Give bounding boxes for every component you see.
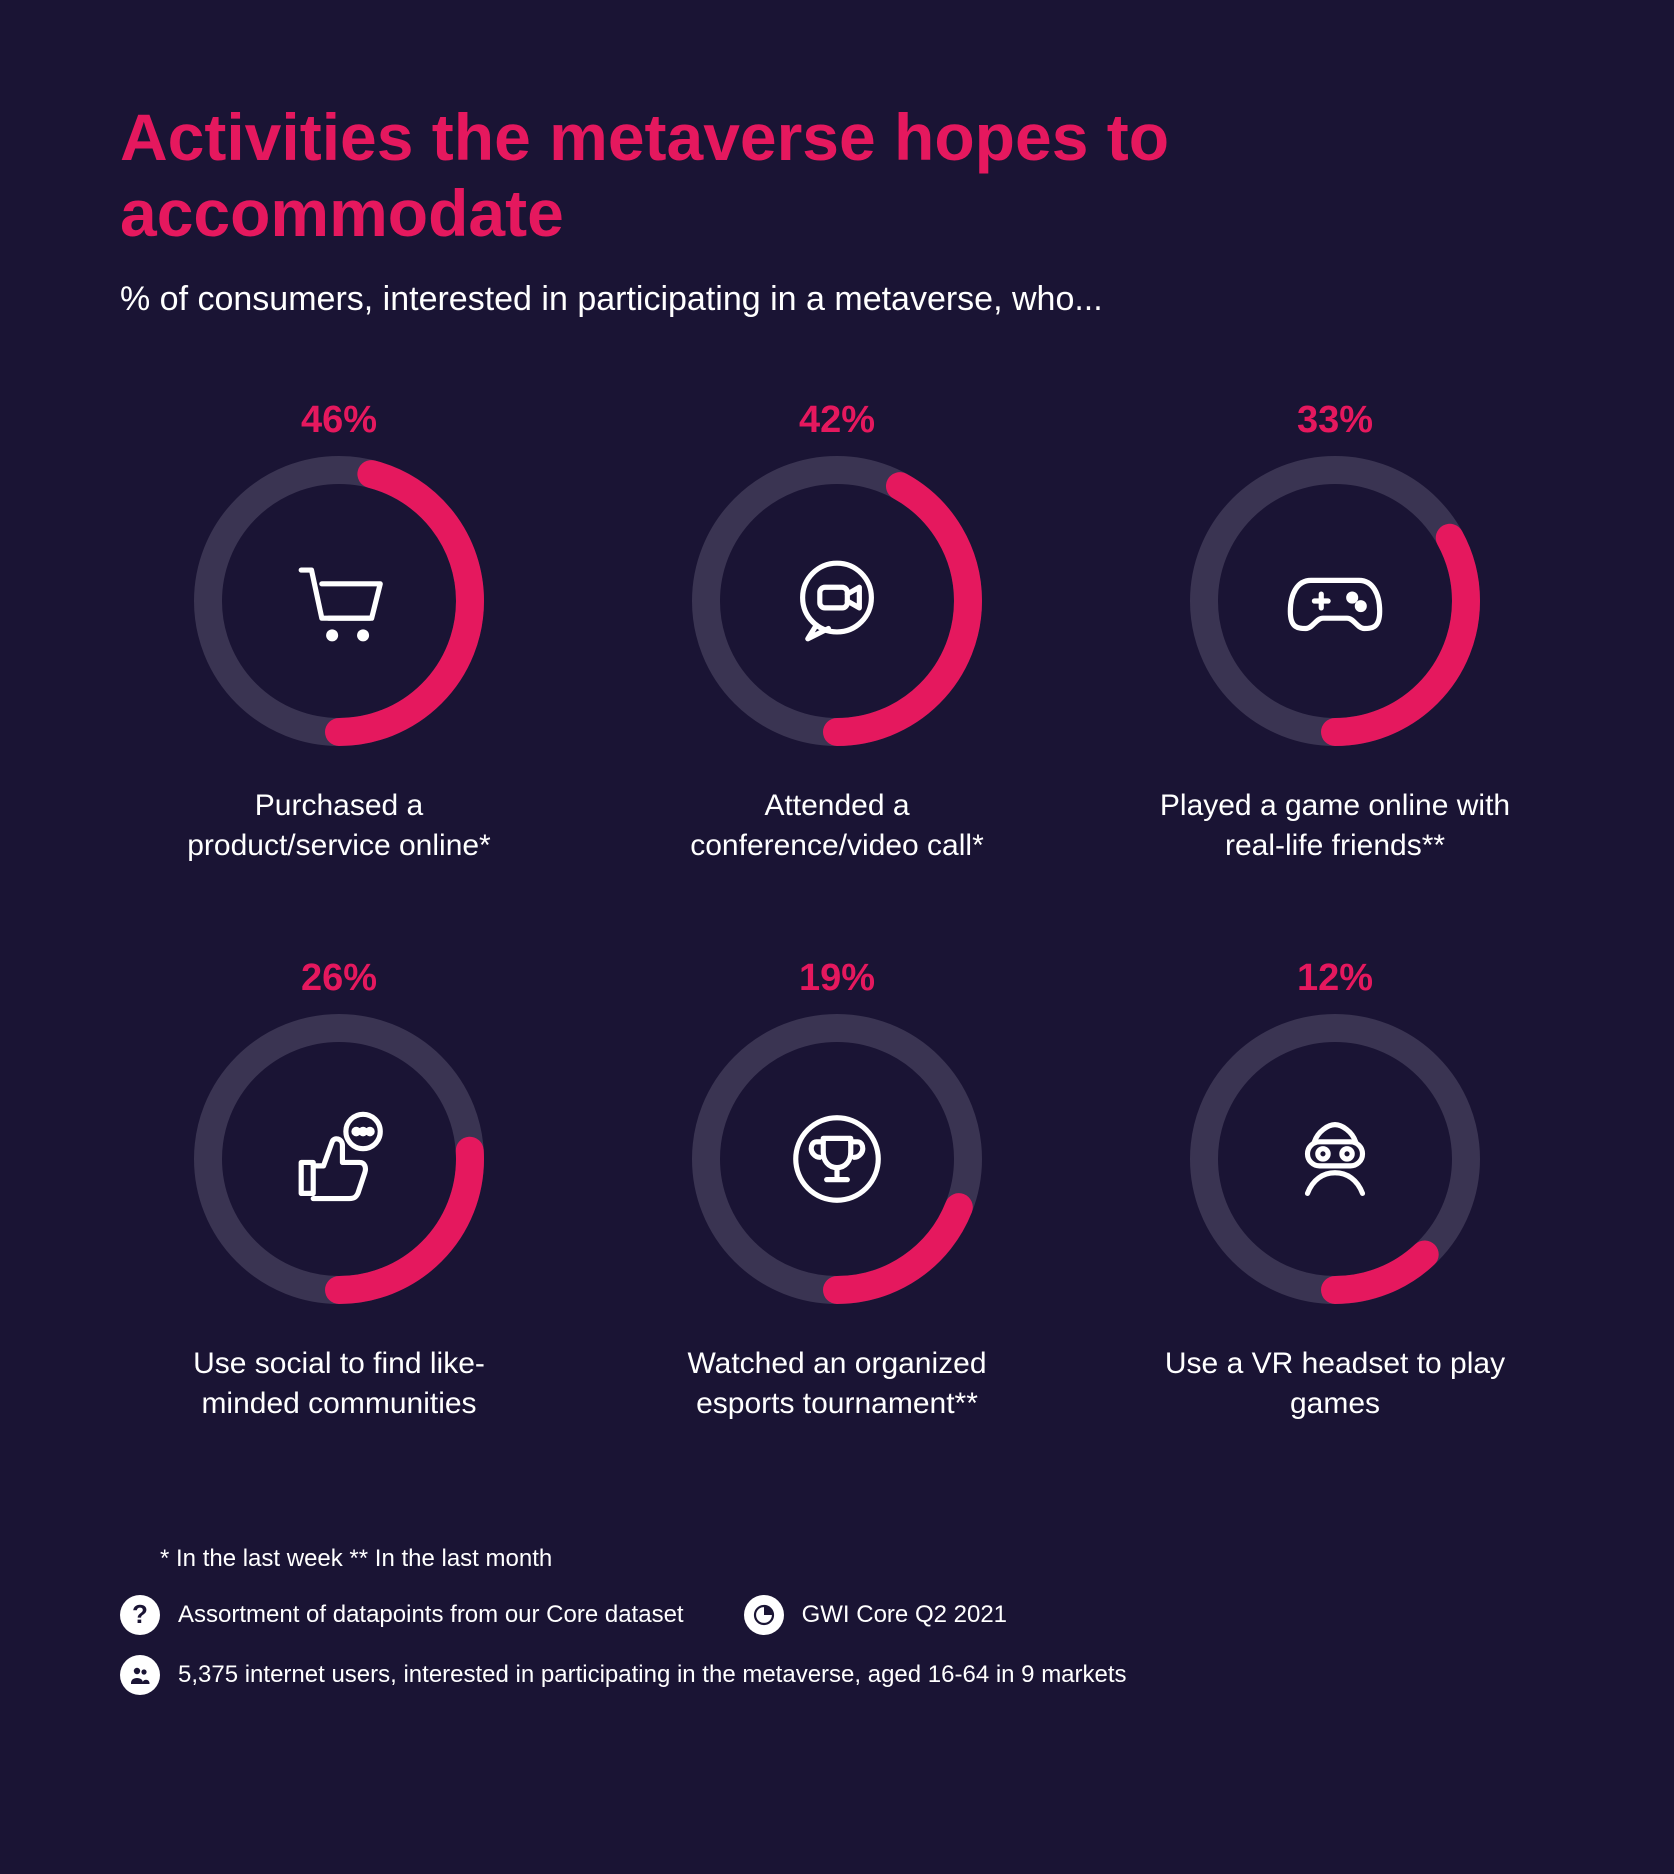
footnotes: * In the last week ** In the last month …	[120, 1545, 1554, 1695]
donut-item: 42% Attended a conference/video call*	[618, 399, 1056, 867]
thumbschat-icon	[284, 1104, 394, 1214]
donut-item: 33% Played a game online with real-life …	[1116, 399, 1554, 867]
donut-ring	[194, 1014, 484, 1304]
footnote-source: GWI Core Q2 2021	[802, 1601, 1007, 1629]
source-icon	[744, 1595, 784, 1635]
cart-icon	[284, 546, 394, 656]
footnote-timeframe: * In the last week ** In the last month	[120, 1545, 1554, 1573]
base-icon	[120, 1655, 160, 1695]
donut-label: Use social to find like-minded communiti…	[159, 1344, 519, 1425]
donut-label: Use a VR headset to play games	[1155, 1344, 1515, 1425]
vr-icon	[1280, 1104, 1390, 1214]
donut-item: 19% Watched an organized esports tournam…	[618, 957, 1056, 1425]
donut-label: Attended a conference/video call*	[657, 786, 1017, 867]
donut-ring	[1190, 456, 1480, 746]
trophy-icon	[782, 1104, 892, 1214]
footnote-base: 5,375 internet users, interested in part…	[178, 1661, 1127, 1689]
percent-label: 26%	[301, 957, 377, 1000]
donut-label: Purchased a product/service online*	[159, 786, 519, 867]
footnote-question: Assortment of datapoints from our Core d…	[178, 1601, 684, 1629]
donut-label: Watched an organized esports tournament*…	[657, 1344, 1017, 1425]
percent-label: 33%	[1297, 399, 1373, 442]
percent-label: 42%	[799, 399, 875, 442]
donut-ring	[692, 1014, 982, 1304]
percent-label: 12%	[1297, 957, 1373, 1000]
donut-item: 26% Use social to find like-minded commu…	[120, 957, 558, 1425]
percent-label: 19%	[799, 957, 875, 1000]
donut-item: 12% Use a VR headset to play games	[1116, 957, 1554, 1425]
videocall-icon	[782, 546, 892, 656]
donut-ring	[1190, 1014, 1480, 1304]
question-icon: ?	[120, 1595, 160, 1635]
percent-label: 46%	[301, 399, 377, 442]
donut-item: 46% Purchased a product/service online*	[120, 399, 558, 867]
donut-ring	[194, 456, 484, 746]
donut-grid: 46% Purchased a product/service online* …	[120, 399, 1554, 1425]
donut-ring	[692, 456, 982, 746]
donut-label: Played a game online with real-life frie…	[1155, 786, 1515, 867]
subtitle: % of consumers, interested in participat…	[120, 280, 1554, 319]
page-title: Activities the metaverse hopes to accomm…	[120, 100, 1554, 252]
gamepad-icon	[1280, 546, 1390, 656]
